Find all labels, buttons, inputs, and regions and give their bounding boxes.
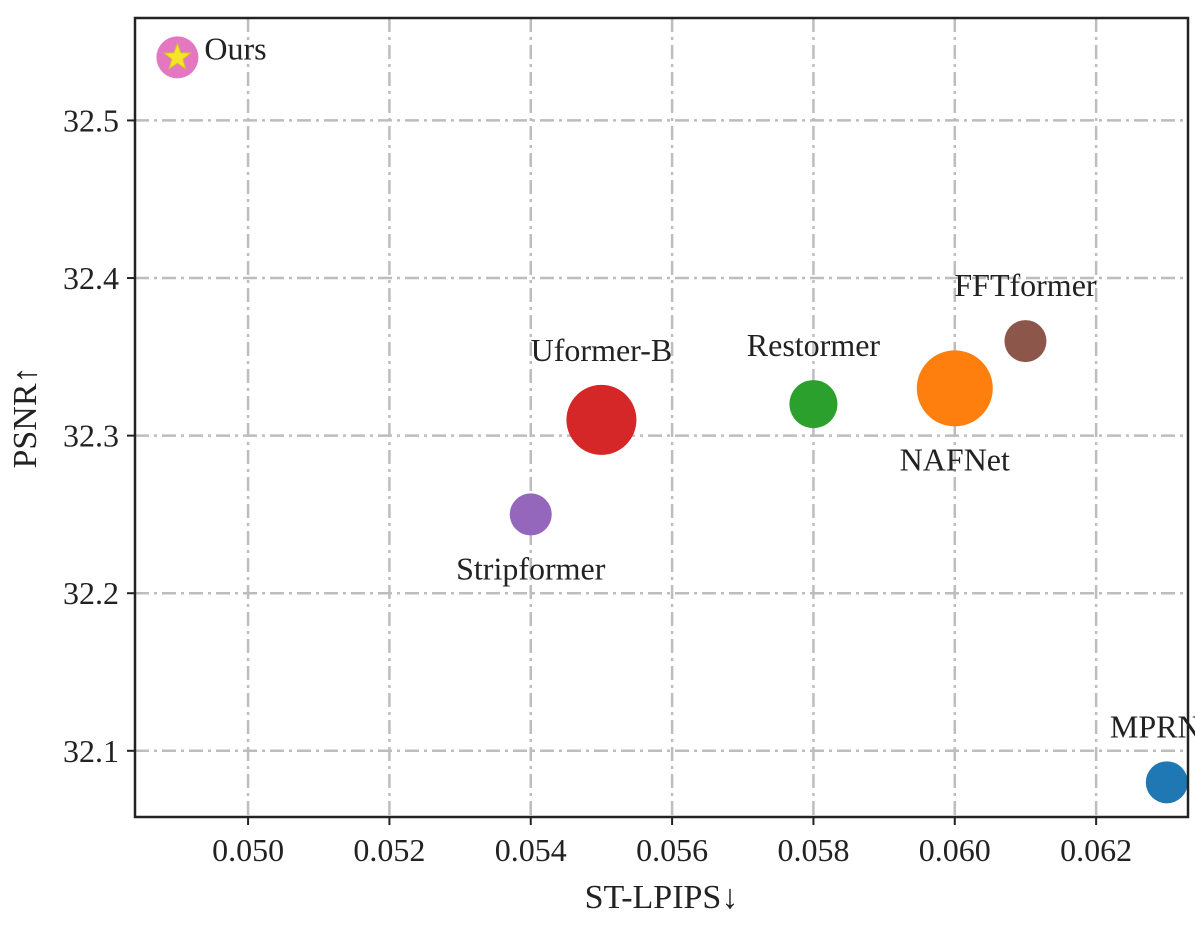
- point-uformer-b: Uformer-B: [531, 332, 673, 455]
- point-stripformer: Stripformer: [456, 493, 606, 586]
- x-tick-label: 0.050: [212, 832, 284, 868]
- x-tick-label: 0.062: [1060, 832, 1132, 868]
- point-marker: [916, 350, 993, 427]
- star-icon: [162, 41, 193, 70]
- x-tick-label: 0.054: [495, 832, 567, 868]
- point-marker: [566, 384, 637, 455]
- point-restormer: Restormer: [747, 327, 881, 429]
- point-label: Stripformer: [456, 550, 606, 586]
- point-marker: [1004, 320, 1047, 363]
- x-tick-label: 0.058: [777, 832, 849, 868]
- x-tick-label: 0.056: [636, 832, 708, 868]
- point-marker: [1145, 761, 1188, 804]
- point-ours: Ours: [156, 30, 267, 79]
- y-tick-label: 32.1: [63, 733, 119, 769]
- y-tick-label: 32.3: [63, 418, 119, 454]
- point-label: Uformer-B: [531, 332, 673, 368]
- point-label: NAFNet: [900, 441, 1010, 477]
- point-fftformer: FFTformer: [954, 267, 1097, 363]
- point-label: Ours: [204, 30, 266, 66]
- point-mprnet: MPRNet: [1110, 708, 1195, 804]
- plot-frame: [133, 16, 1190, 819]
- y-tick-label: 32.2: [63, 575, 119, 611]
- x-tick-label: 0.060: [919, 832, 991, 868]
- grid-lines: [135, 18, 1188, 817]
- y-tick-label: 32.5: [63, 102, 119, 138]
- point-label: Restormer: [747, 327, 881, 363]
- point-nafnet: NAFNet: [900, 350, 1010, 477]
- point-label: MPRNet: [1110, 708, 1195, 744]
- y-axis-label: PSNR↑: [7, 366, 44, 468]
- data-points: Ours Stripformer Uformer-B Restormer NAFNet F…: [156, 30, 1195, 804]
- y-tick-label: 32.4: [63, 260, 119, 296]
- point-marker: [789, 380, 838, 429]
- point-marker: [509, 493, 552, 536]
- y-axis-ticks: 32.1 32.2 32.3 32.4 32.5: [63, 102, 135, 769]
- x-tick-label: 0.052: [353, 832, 425, 868]
- point-label: FFTformer: [954, 267, 1097, 303]
- x-axis-label: ST-LPIPS↓: [585, 879, 739, 916]
- x-axis-ticks: 0.050 0.052 0.054 0.056 0.058 0.060 0.062: [212, 817, 1132, 868]
